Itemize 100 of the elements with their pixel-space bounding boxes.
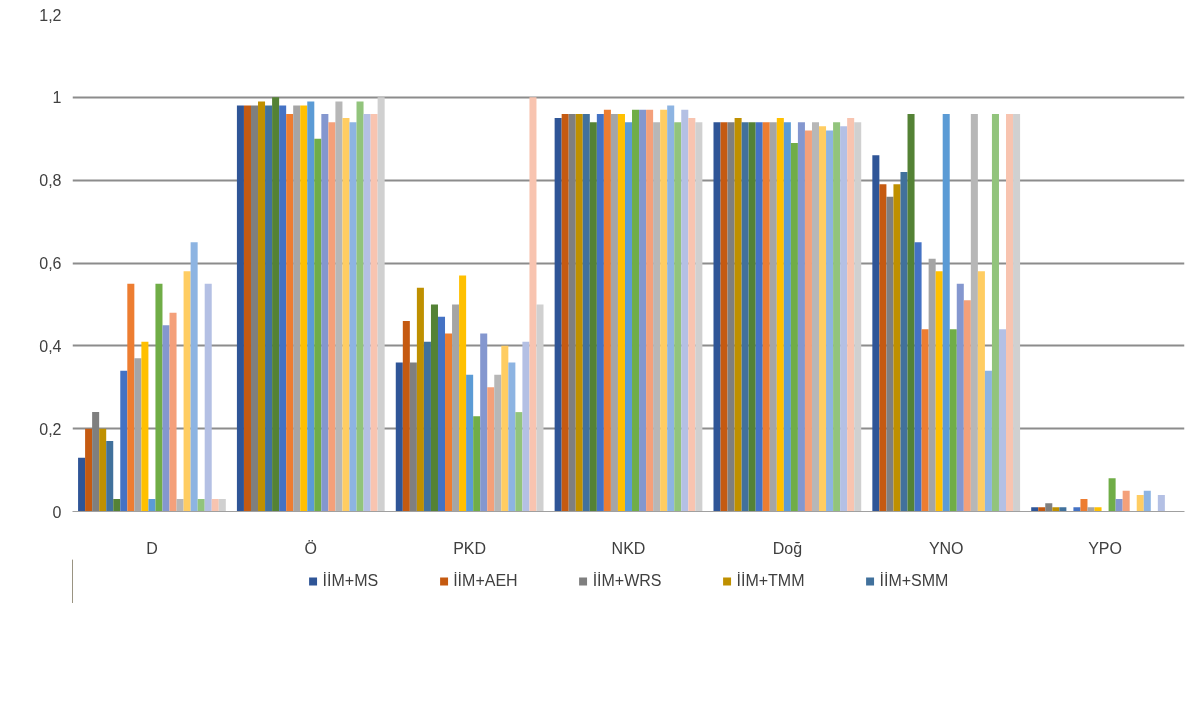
bar (395, 362, 403, 512)
bar (342, 118, 350, 512)
bar (250, 105, 259, 512)
x-tick-label: Doğ (772, 539, 803, 557)
bar (1013, 113, 1021, 512)
bar (183, 271, 191, 512)
bar (1122, 490, 1130, 512)
bar (582, 113, 590, 512)
legend-label: İİM+TMM (736, 572, 805, 590)
x-tick-label: Ö (304, 539, 318, 557)
bar (840, 126, 848, 512)
bar (1073, 507, 1081, 512)
bar (155, 283, 163, 512)
bar (970, 113, 978, 512)
y-tick-label: 0,8 (39, 172, 62, 190)
bar (1045, 503, 1053, 512)
bar (321, 113, 329, 512)
legend-label: İİM+AEH (453, 572, 518, 590)
legend-label: İİM+SMM (879, 572, 949, 590)
bar (272, 97, 280, 512)
bar (991, 113, 999, 512)
bar (949, 329, 957, 512)
bar (529, 97, 537, 512)
bar (963, 300, 971, 512)
bar (141, 341, 149, 512)
x-tick-label: YNO (928, 539, 964, 557)
legend-label: İİM+WRS (592, 572, 662, 590)
bar (501, 345, 509, 512)
bar (190, 242, 198, 512)
bar (935, 271, 943, 512)
bar (977, 271, 985, 512)
bar (1006, 113, 1014, 512)
bar (755, 122, 763, 512)
bar (211, 499, 219, 512)
bar (197, 499, 205, 512)
bar (300, 105, 308, 512)
bar (872, 155, 880, 512)
bar (78, 457, 86, 512)
bar (459, 275, 467, 512)
bar (886, 196, 894, 512)
bar (568, 113, 576, 512)
bar (356, 101, 364, 512)
bar (921, 329, 929, 512)
bar (942, 113, 950, 512)
bar (603, 109, 611, 512)
bar (688, 118, 696, 512)
bar (162, 325, 170, 512)
bar (660, 109, 668, 512)
bar (854, 122, 862, 512)
bar (956, 283, 964, 512)
bar (589, 122, 597, 512)
bar (914, 242, 922, 512)
x-tick-label: NKD (611, 539, 646, 557)
bar (494, 374, 502, 512)
bar (847, 118, 855, 512)
y-tick-label: 0,6 (39, 255, 62, 272)
bar (445, 333, 453, 512)
bar (575, 113, 583, 512)
bar (370, 113, 378, 512)
y-tick-label: 0 (52, 503, 62, 521)
bar (727, 122, 735, 512)
legend-label: İİM+MS (322, 572, 379, 590)
bar (681, 109, 689, 512)
bar (998, 329, 1007, 512)
bar (85, 428, 93, 512)
bar (307, 101, 315, 512)
bar (826, 130, 834, 512)
bar (653, 122, 661, 512)
bar (1052, 507, 1060, 512)
bar (713, 122, 721, 512)
bar (907, 113, 915, 512)
y-tick-label: 0,4 (39, 337, 62, 355)
bar (480, 333, 488, 512)
bar (748, 122, 756, 512)
bar (92, 412, 100, 512)
bar (473, 416, 481, 512)
bar (148, 499, 156, 512)
x-tick-label: PKD (453, 539, 487, 557)
bar (127, 283, 135, 512)
bar (536, 304, 544, 512)
bar (508, 362, 516, 512)
bar (1136, 494, 1144, 512)
bar (258, 101, 266, 512)
bar (423, 341, 431, 512)
bar (466, 374, 474, 512)
x-tick-label: D (146, 539, 158, 557)
bar (632, 109, 640, 512)
bar (265, 105, 273, 512)
bar (667, 105, 675, 512)
bar (811, 122, 820, 512)
bar (113, 499, 121, 512)
bar (797, 122, 805, 512)
bar (900, 171, 908, 512)
bar (639, 109, 647, 512)
bar (437, 316, 446, 512)
bar (349, 122, 357, 512)
bar (218, 499, 226, 512)
bar (430, 304, 438, 512)
bar (1115, 499, 1123, 512)
bar (1080, 499, 1088, 512)
